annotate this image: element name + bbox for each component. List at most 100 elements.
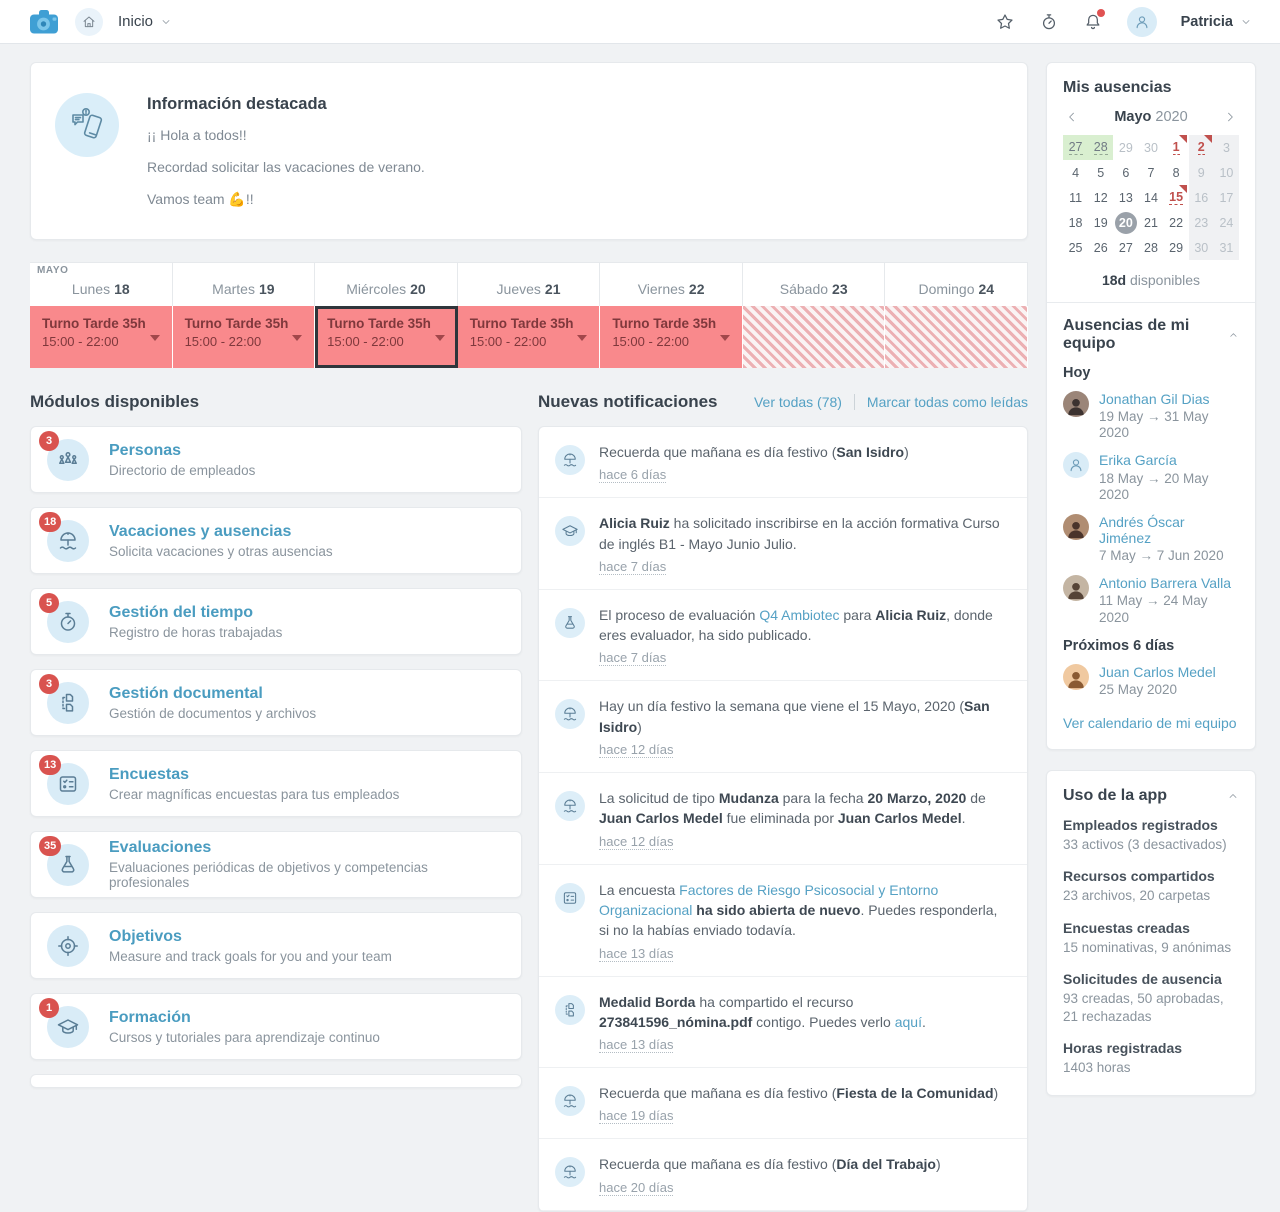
notification-time[interactable]: hace 6 días bbox=[599, 467, 667, 484]
user-menu[interactable]: Patricia bbox=[1181, 14, 1252, 30]
calendar-next-icon[interactable] bbox=[1223, 110, 1237, 124]
team-member-name[interactable]: Juan Carlos Medel bbox=[1099, 663, 1216, 680]
calendar-day[interactable]: 27 bbox=[1063, 135, 1089, 160]
module-title[interactable]: Gestión documental bbox=[109, 684, 263, 702]
notification-item[interactable]: El proceso de evaluación Q4 Ambiotec par… bbox=[539, 590, 1027, 682]
module-title[interactable]: Personas bbox=[109, 441, 182, 459]
notification-item[interactable]: Recuerda que mañana es día festivo (San … bbox=[539, 427, 1027, 499]
avatar[interactable] bbox=[1063, 575, 1089, 602]
shift-dropdown-caret[interactable] bbox=[719, 335, 730, 341]
calendar-day[interactable]: 28 bbox=[1144, 240, 1158, 255]
shift-cell[interactable]: Turno Tarde 35h 15:00 - 22:00 bbox=[600, 306, 743, 368]
calendar-day[interactable]: 19 bbox=[1093, 215, 1108, 230]
module-vacaciones[interactable]: 18 Vacaciones y ausencias Solicita vacac… bbox=[30, 507, 522, 574]
calendar-day[interactable]: 26 bbox=[1093, 240, 1108, 255]
notification-item[interactable]: La encuesta Factores de Riesgo Psicosoci… bbox=[539, 865, 1027, 977]
calendar-day[interactable]: 30 bbox=[1188, 235, 1214, 260]
calendar-day[interactable]: 6 bbox=[1122, 165, 1130, 180]
calendar-day[interactable]: 22 bbox=[1169, 215, 1184, 230]
home-button[interactable] bbox=[75, 7, 103, 36]
calendar-day[interactable]: 29 bbox=[1169, 240, 1184, 255]
notifications-bell[interactable] bbox=[1083, 8, 1105, 32]
calendar-day[interactable]: 13 bbox=[1118, 190, 1133, 205]
notification-link[interactable]: aquí bbox=[894, 1013, 922, 1030]
module-gestion-documental[interactable]: 3 Gestión documental Gestión de document… bbox=[30, 669, 522, 736]
notification-item[interactable]: Medalid Borda ha compartido el recurso 2… bbox=[539, 977, 1027, 1069]
calendar-day[interactable]: 11 bbox=[1069, 190, 1083, 205]
notification-link[interactable]: Q4 Ambiotec bbox=[759, 606, 840, 623]
shift-cell[interactable]: Turno Tarde 35h 15:00 - 22:00 bbox=[172, 306, 316, 368]
notification-item[interactable]: Recuerda que mañana es día festivo (Día … bbox=[539, 1139, 1027, 1211]
calendar-day[interactable]: 5 bbox=[1097, 165, 1105, 180]
shift-cell[interactable]: Turno Tarde 35h 15:00 - 22:00 bbox=[315, 306, 458, 368]
view-all-notifications-link[interactable]: Ver todas (78) bbox=[753, 394, 842, 410]
calendar-day[interactable]: 4 bbox=[1072, 165, 1080, 180]
calendar-day[interactable]: 23 bbox=[1188, 210, 1214, 235]
calendar-day[interactable]: 12 bbox=[1093, 190, 1108, 205]
team-member-name[interactable]: Jonathan Gil Dias bbox=[1099, 391, 1210, 407]
user-avatar[interactable] bbox=[1126, 6, 1157, 37]
calendar-day[interactable]: 15 bbox=[1164, 185, 1189, 210]
shift-cell[interactable]: Turno Tarde 35h 15:00 - 22:00 bbox=[30, 306, 173, 368]
notification-item[interactable]: Hay un día festivo la semana que viene e… bbox=[539, 681, 1027, 774]
notification-time[interactable]: hace 12 días bbox=[599, 833, 674, 850]
calendar-day[interactable]: 21 bbox=[1144, 215, 1158, 230]
calendar-day[interactable]: 25 bbox=[1068, 240, 1083, 255]
calendar-prev-icon[interactable] bbox=[1065, 110, 1079, 124]
calendar-day[interactable]: 28 bbox=[1088, 135, 1114, 160]
calendar-day[interactable]: 27 bbox=[1118, 240, 1133, 255]
collapse-chevron-up-icon[interactable] bbox=[1228, 329, 1239, 341]
shift-dropdown-caret[interactable] bbox=[149, 335, 160, 341]
notification-link[interactable]: Factores de Riesgo Psicosocial y Entorno… bbox=[599, 881, 939, 918]
time-tracking-icon[interactable] bbox=[1039, 12, 1059, 32]
shift-dropdown-caret[interactable] bbox=[577, 335, 588, 341]
module-objetivos[interactable]: Objetivos Measure and track goals for yo… bbox=[30, 912, 522, 979]
module-encuestas[interactable]: 13 Encuestas Crear magníficas encuestas … bbox=[30, 750, 522, 817]
calendar-day[interactable]: 30 bbox=[1144, 140, 1158, 155]
favorites-star-icon[interactable] bbox=[995, 12, 1015, 32]
module-title[interactable]: Encuestas bbox=[109, 765, 190, 783]
team-member-name[interactable]: Andrés Óscar Jiménez bbox=[1099, 513, 1185, 547]
shift-cell[interactable]: Turno Tarde 35h 15:00 - 22:00 bbox=[457, 306, 601, 368]
calendar-day[interactable]: 3 bbox=[1213, 135, 1239, 160]
calendar-day[interactable]: 10 bbox=[1213, 160, 1239, 185]
calendar-day[interactable]: 14 bbox=[1144, 190, 1158, 205]
notification-time[interactable]: hace 19 días bbox=[599, 1108, 674, 1125]
notification-time[interactable]: hace 13 días bbox=[599, 945, 674, 962]
notification-item[interactable]: Recuerda que mañana es día festivo (Fies… bbox=[539, 1068, 1027, 1140]
notification-time[interactable]: hace 7 días bbox=[599, 558, 667, 575]
calendar-day[interactable]: 1 bbox=[1164, 135, 1189, 160]
module-title[interactable]: Evaluaciones bbox=[109, 839, 212, 856]
collapse-chevron-up-icon[interactable] bbox=[1227, 790, 1239, 802]
calendar-day[interactable]: 2 bbox=[1188, 135, 1214, 160]
module-title[interactable]: Objetivos bbox=[109, 927, 182, 945]
notification-time[interactable]: hace 20 días bbox=[599, 1179, 674, 1196]
module-formacion[interactable]: 1 Formación Cursos y tutoriales para apr… bbox=[30, 993, 522, 1060]
team-member-name[interactable]: Erika García bbox=[1099, 452, 1177, 469]
notification-item[interactable]: Alicia Ruiz ha solicitado inscribirse en… bbox=[539, 498, 1027, 590]
avatar[interactable] bbox=[1063, 391, 1089, 417]
calendar-day[interactable]: 24 bbox=[1213, 210, 1239, 235]
calendar-day[interactable]: 16 bbox=[1188, 185, 1214, 210]
avatar[interactable] bbox=[1063, 663, 1089, 690]
calendar-day[interactable]: 31 bbox=[1213, 235, 1239, 260]
avatar[interactable] bbox=[1063, 513, 1089, 540]
notification-item[interactable]: La solicitud de tipo Mudanza para la fec… bbox=[539, 773, 1027, 865]
mark-all-read-link[interactable]: Marcar todas como leídas bbox=[853, 394, 1028, 410]
team-member-name[interactable]: Antonio Barrera Valla bbox=[1099, 575, 1232, 592]
calendar-day[interactable]: 18 bbox=[1068, 215, 1083, 230]
notification-time[interactable]: hace 12 días bbox=[599, 742, 674, 759]
calendar-day[interactable]: 8 bbox=[1172, 165, 1180, 180]
avatar[interactable] bbox=[1063, 452, 1089, 479]
module-title[interactable]: Formación bbox=[109, 1008, 191, 1026]
calendar-day[interactable]: 20 bbox=[1113, 210, 1138, 235]
module-evaluaciones[interactable]: 35 Evaluaciones Evaluaciones periódicas … bbox=[30, 831, 522, 898]
team-calendar-link[interactable]: Ver calendario de mi equipo bbox=[1063, 715, 1237, 732]
calendar-day[interactable]: 7 bbox=[1147, 165, 1155, 180]
shift-dropdown-caret[interactable] bbox=[292, 335, 303, 341]
notification-time[interactable]: hace 7 días bbox=[599, 650, 667, 667]
shift-dropdown-caret[interactable] bbox=[434, 335, 445, 341]
module-title[interactable]: Gestión del tiempo bbox=[109, 603, 254, 621]
app-logo[interactable] bbox=[28, 7, 60, 37]
calendar-day[interactable]: 17 bbox=[1213, 185, 1239, 210]
